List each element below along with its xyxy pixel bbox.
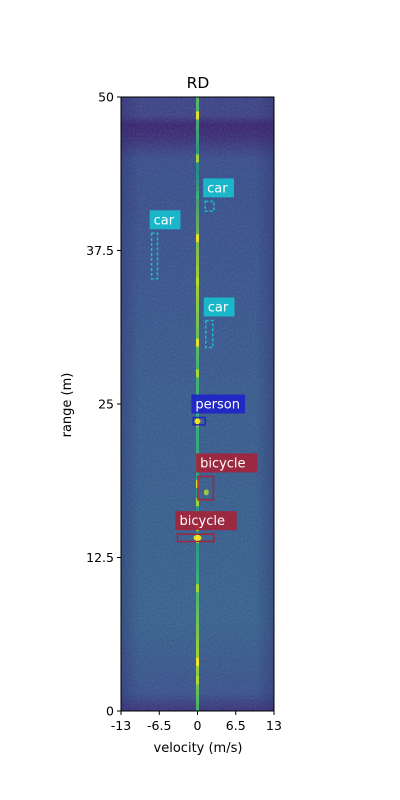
bicycle-detection-box (197, 475, 215, 501)
bicycle-label: bicycle (200, 456, 245, 471)
axes-layer: -13 -6.5 0 6.5 13 0 12.5 25 37.5 50 (86, 90, 282, 734)
detections-layer: car car car person bicycle bicycle (149, 178, 258, 543)
bicycle-target-peak (193, 534, 202, 541)
person-target-peak (194, 418, 201, 424)
x-tick-label: 0 (194, 718, 202, 733)
bicycle-label-box (175, 511, 237, 531)
ridge-peak (196, 111, 199, 120)
car-label-box (203, 178, 234, 198)
person-label-box (191, 394, 245, 414)
y-tick-label: 12.5 (86, 550, 114, 565)
ridge-peak (196, 338, 199, 347)
ridge-peak (196, 369, 199, 378)
ridge-peak (196, 234, 199, 243)
x-axis-label: velocity (m/s) (154, 741, 243, 756)
ridge-peak (196, 191, 199, 200)
car-label-box (149, 210, 181, 230)
ridge-peak (196, 584, 199, 593)
ridge-peak (196, 277, 199, 286)
y-tick-label: 37.5 (86, 243, 114, 258)
x-tick-label: 6.5 (226, 718, 246, 733)
car-detection-box (150, 232, 159, 280)
car-label-box (203, 297, 235, 317)
y-tick-label: 0 (106, 704, 114, 719)
ridge-peak (196, 657, 199, 666)
x-tick-label: -6.5 (147, 718, 171, 733)
car-detection-box (204, 319, 214, 349)
ridge-peak (196, 676, 199, 685)
y-tick-label: 25 (98, 397, 114, 412)
chart-title: RD (187, 74, 210, 92)
car-label: car (207, 181, 228, 196)
y-axis-label: range (m) (60, 373, 75, 438)
bicycle-label: bicycle (179, 514, 224, 529)
ridge-peak (196, 498, 199, 507)
x-tick-label: -13 (111, 718, 131, 733)
y-tick-label: 50 (98, 90, 114, 105)
ridge-peak (196, 154, 199, 163)
person-detection-box (192, 416, 206, 426)
bicycle-target-peak (203, 489, 209, 496)
car-label: car (208, 300, 229, 315)
bicycle-label-box (196, 453, 258, 473)
car-label: car (154, 213, 175, 228)
bicycle-detection-box (176, 533, 215, 543)
person-label: person (195, 398, 240, 413)
car-detection-box (204, 200, 215, 212)
x-tick-label: 13 (266, 718, 282, 733)
